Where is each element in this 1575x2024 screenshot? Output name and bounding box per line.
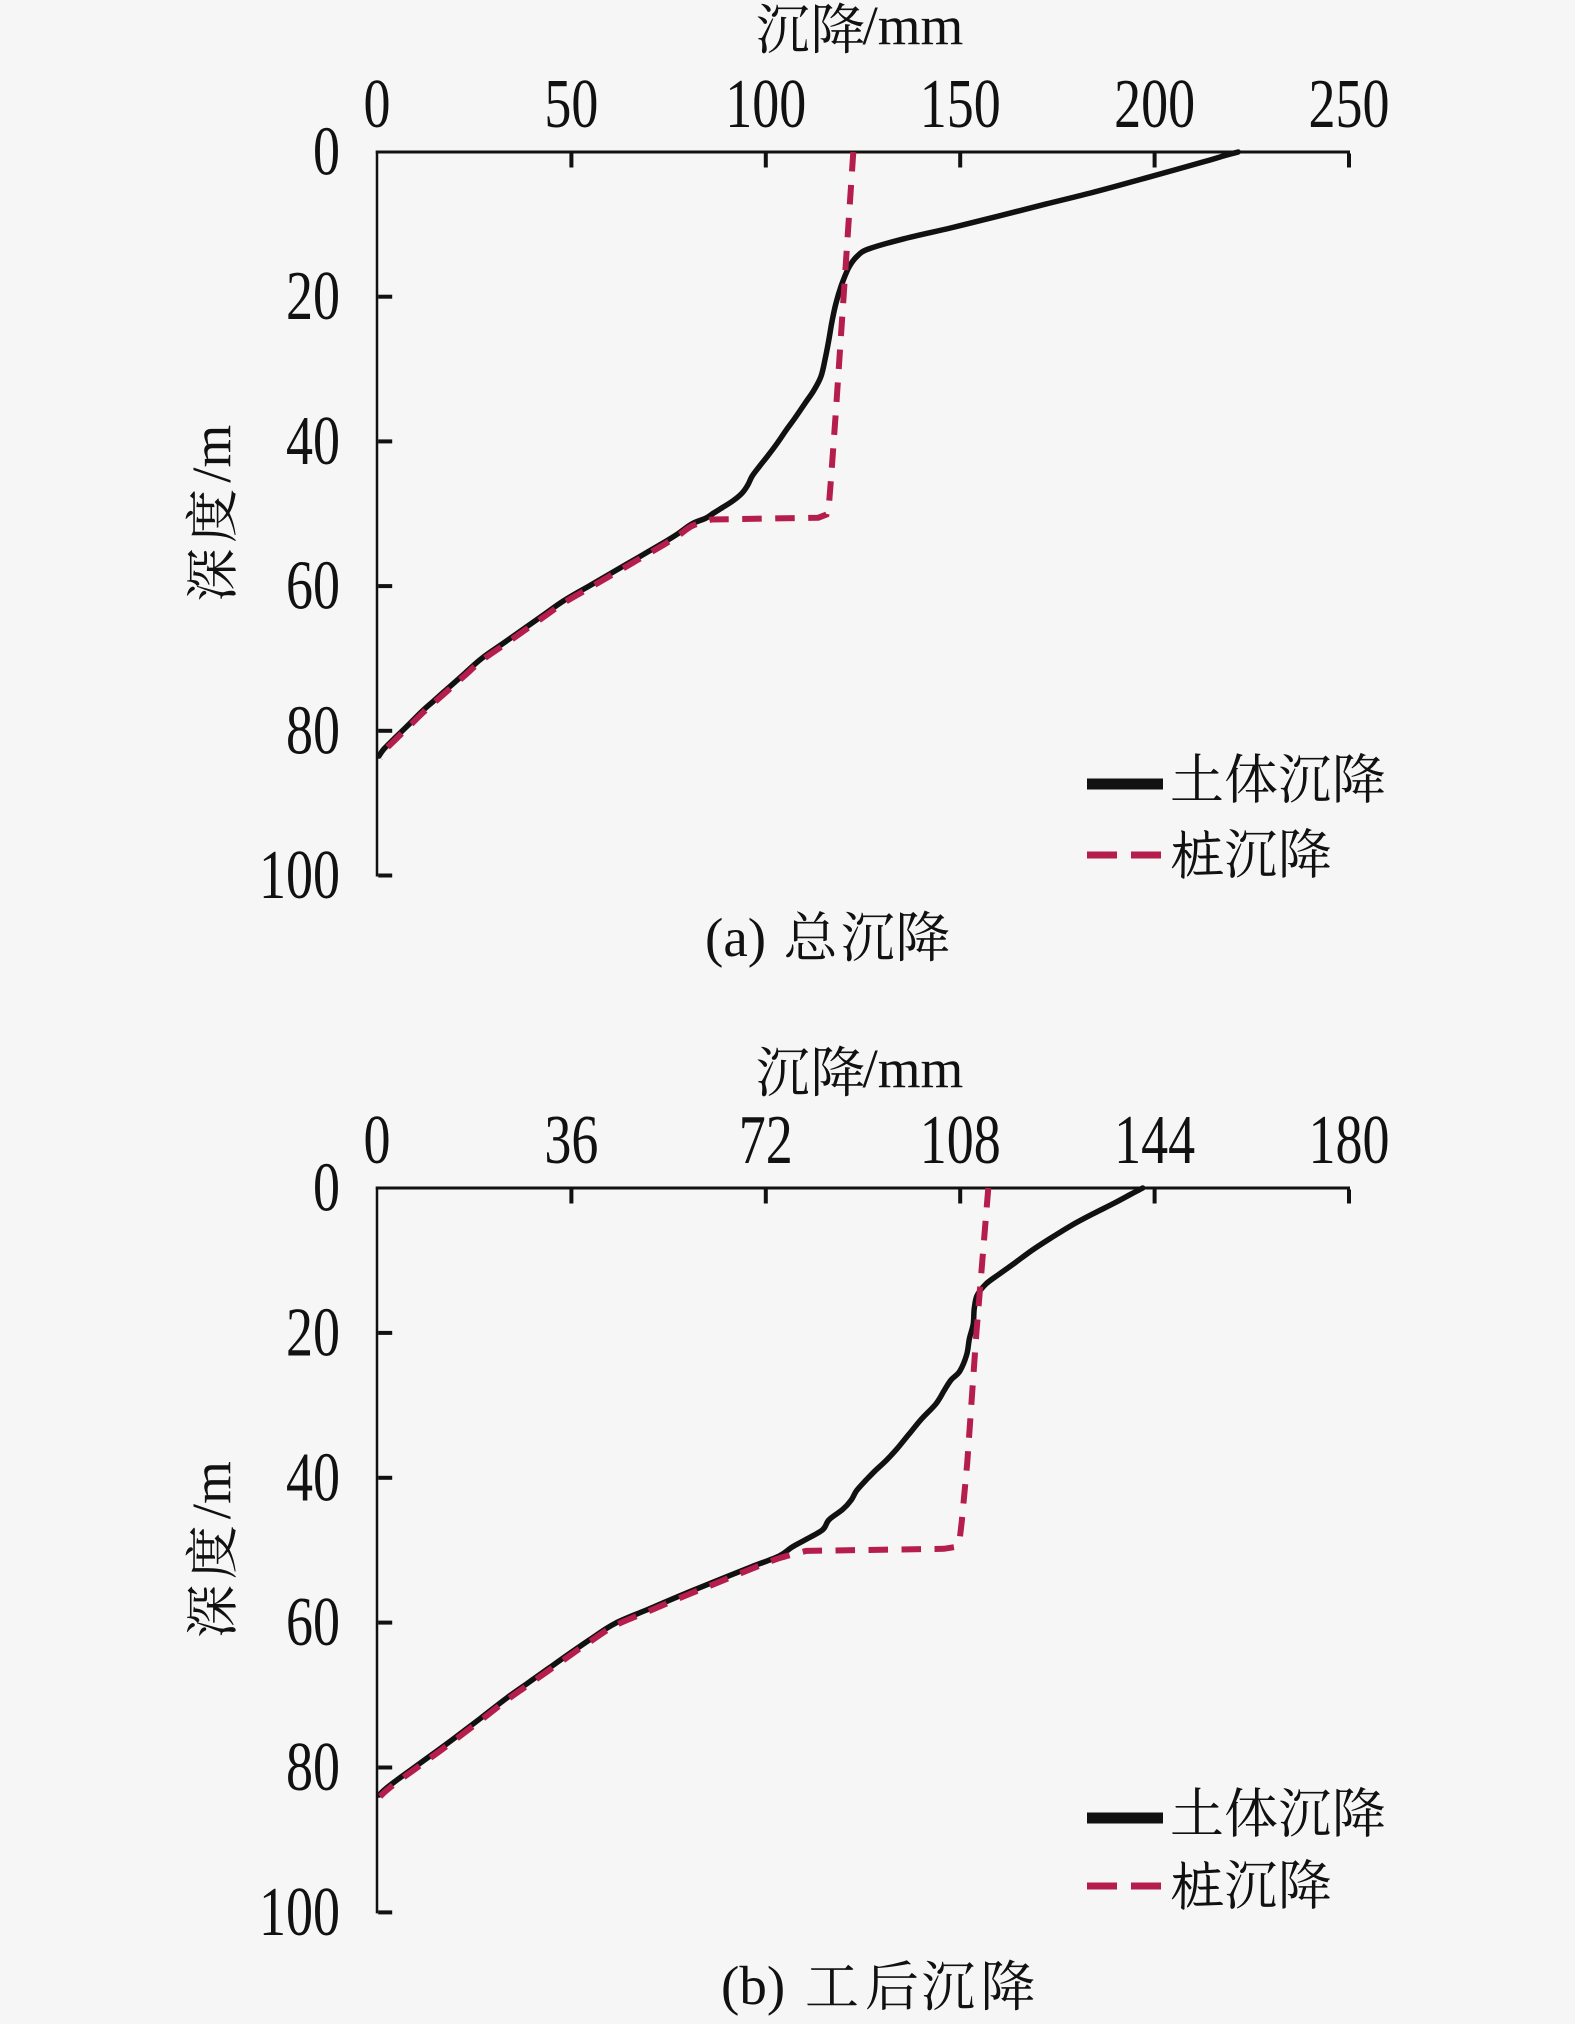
- svg-text:36: 36: [544, 1102, 598, 1179]
- svg-text:100: 100: [259, 837, 340, 914]
- svg-text:40: 40: [286, 403, 340, 480]
- svg-text:40: 40: [286, 1439, 340, 1516]
- svg-text:0: 0: [364, 1102, 391, 1179]
- svg-text:0: 0: [313, 1150, 340, 1227]
- svg-text:250: 250: [1309, 66, 1390, 143]
- svg-text:150: 150: [920, 66, 1001, 143]
- svg-text:20: 20: [286, 1294, 340, 1371]
- svg-text:(a): (a): [705, 907, 766, 968]
- svg-text:/mm: /mm: [863, 1038, 964, 1099]
- svg-text:/m: /m: [181, 1461, 242, 1519]
- svg-text:80: 80: [286, 1729, 340, 1806]
- svg-text:180: 180: [1309, 1102, 1390, 1179]
- svg-text:200: 200: [1114, 66, 1195, 143]
- svg-text:/m: /m: [181, 425, 242, 483]
- svg-text:72: 72: [739, 1102, 793, 1179]
- svg-text:0: 0: [364, 66, 391, 143]
- svg-text:144: 144: [1114, 1102, 1195, 1179]
- svg-text:20: 20: [286, 258, 340, 335]
- svg-text:(b): (b): [721, 1955, 785, 2016]
- svg-text:0: 0: [313, 114, 340, 191]
- svg-text:60: 60: [286, 548, 340, 625]
- svg-text:/mm: /mm: [863, 0, 964, 56]
- svg-text:50: 50: [544, 66, 598, 143]
- svg-text:60: 60: [286, 1584, 340, 1661]
- svg-text:80: 80: [286, 692, 340, 769]
- svg-text:108: 108: [920, 1102, 1001, 1179]
- svg-text:100: 100: [259, 1874, 340, 1951]
- svg-text:100: 100: [725, 66, 806, 143]
